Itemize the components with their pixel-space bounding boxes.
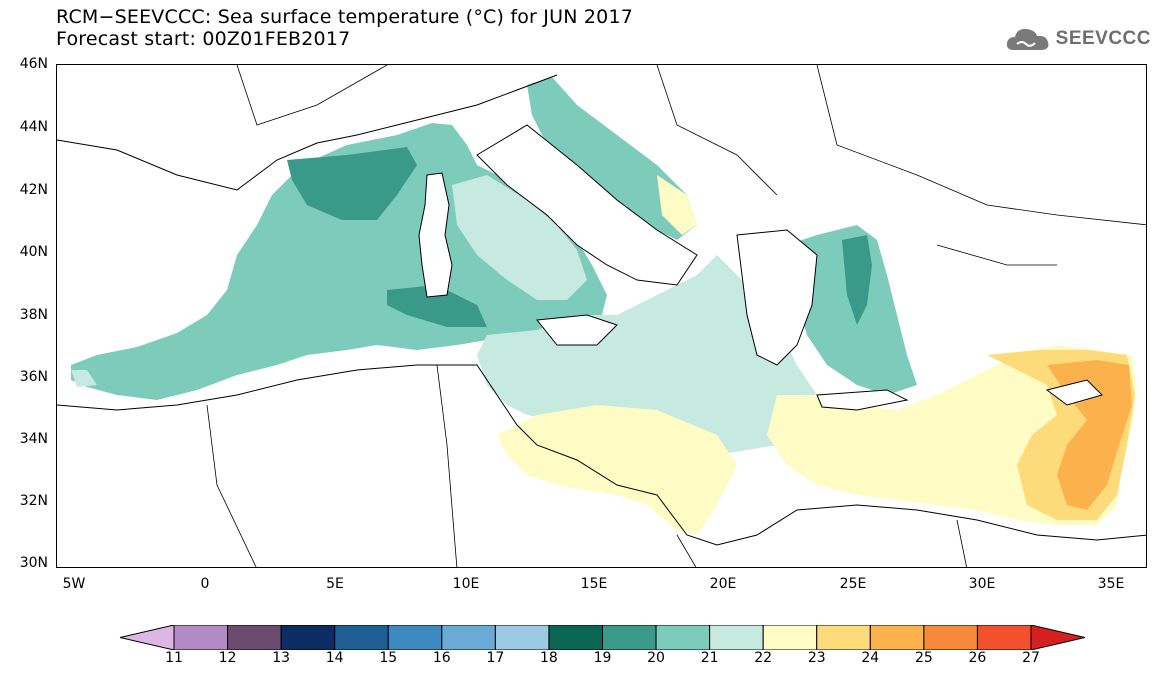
colorbar-label-27: 27: [1022, 650, 1040, 666]
colorbar-bin-0: [173, 625, 229, 650]
colorbar-bin-4: [387, 625, 443, 650]
lat-label-44n: 44N: [19, 119, 48, 135]
colorbar-label-16: 16: [432, 650, 451, 666]
sst-map: [56, 64, 1147, 568]
colorbar-bin-1: [227, 625, 282, 650]
map-title: RCM−SEEVCCC: Sea surface temperature (°C…: [56, 6, 633, 50]
lat-label-32n: 32N: [19, 493, 48, 509]
lon-label-10e: 10E: [452, 576, 480, 592]
map-canvas: [57, 65, 1146, 567]
colorbar: [120, 625, 1085, 650]
title-line-1: RCM−SEEVCCC: Sea surface temperature (°C…: [56, 6, 634, 28]
colorbar-label-19: 19: [593, 650, 612, 666]
colorbar-bin-7: [548, 625, 603, 650]
colorbar-label-22: 22: [754, 650, 773, 666]
colorbar-bin-12: [816, 625, 871, 650]
colorbar-bin-14: [923, 625, 978, 650]
cloud-icon: [1006, 28, 1049, 50]
colorbar-label-26: 26: [968, 650, 987, 666]
lat-label-38n: 38N: [19, 307, 48, 323]
colorbar-bin-3: [334, 625, 389, 650]
logo-text: SEEVCCC: [1055, 28, 1151, 49]
colorbar-bin-8: [602, 625, 657, 650]
colorbar-label-14: 14: [325, 650, 344, 666]
sea-adriatic: [527, 77, 697, 240]
title-line-2: Forecast start: 00Z01FEB2017: [56, 28, 351, 50]
colorbar-label-21: 21: [700, 650, 719, 666]
colorbar-label-17: 17: [486, 650, 505, 666]
seevccc-logo: SEEVCCC: [1004, 24, 1151, 54]
lon-label-15e: 15E: [580, 576, 608, 592]
colorbar-bin-6: [494, 625, 550, 650]
coastline-europe-north: [57, 74, 558, 191]
lat-label-46n: 46N: [19, 56, 48, 72]
colorbar-label-12: 12: [218, 650, 237, 666]
colorbar-bin-13: [869, 625, 925, 650]
lat-label-30n: 30N: [19, 555, 48, 571]
colorbar-label-23: 23: [807, 650, 826, 666]
colorbar-bin-5: [441, 625, 496, 650]
lat-label-36n: 36N: [19, 369, 48, 385]
sea-libyan-warm: [497, 405, 737, 535]
sea-gulf-of-lion-cold: [287, 147, 417, 220]
lat-label-42n: 42N: [19, 182, 48, 198]
italian-peninsula: [476, 124, 698, 286]
colorbar-label-11: 11: [165, 650, 183, 666]
colorbar-bin-15: [976, 625, 1032, 650]
island-crete: [816, 389, 909, 411]
lon-label-30e: 30E: [968, 576, 996, 592]
island-sicily: [536, 314, 618, 346]
sea-tyrrhenian: [452, 175, 587, 300]
colorbar-label-15: 15: [379, 650, 398, 666]
border-lines: [206, 65, 1146, 567]
coastline-north-africa: [57, 364, 1146, 546]
lon-label-5w: 5W: [62, 576, 86, 592]
lon-label-0: 0: [200, 576, 210, 592]
colorbar-bin-2: [280, 625, 336, 650]
sea-adriatic-shelf: [657, 175, 697, 235]
lon-label-25e: 25E: [839, 576, 867, 592]
colorbar-label-13: 13: [272, 650, 291, 666]
colorbar-bin-11: [762, 625, 818, 650]
greece-peninsula: [736, 229, 818, 366]
lon-label-5e: 5E: [326, 576, 344, 592]
colorbar-label-20: 20: [647, 650, 665, 666]
colorbar-bin-9: [655, 625, 711, 650]
colorbar-below-arrow: [120, 625, 175, 650]
colorbar-above-arrow: [1030, 625, 1085, 650]
sea-aegean-cold: [842, 235, 872, 325]
colorbar-bin-10: [709, 625, 764, 650]
sea-levantine-hot: [1047, 360, 1132, 510]
colorbar-label-25: 25: [914, 650, 933, 666]
colorbar-label-18: 18: [540, 650, 558, 666]
island-corsica-sardinia: [418, 172, 453, 298]
sea-sardinia-channel-cold: [387, 285, 487, 327]
sea-ionian: [477, 255, 817, 455]
island-cyprus: [1045, 379, 1103, 406]
lat-label-34n: 34N: [19, 431, 48, 447]
lon-label-35e: 35E: [1097, 576, 1125, 592]
lat-label-40n: 40N: [19, 244, 48, 260]
sea-alboran-warm: [71, 370, 97, 387]
lon-label-20e: 20E: [709, 576, 737, 592]
colorbar-label-24: 24: [861, 650, 880, 666]
